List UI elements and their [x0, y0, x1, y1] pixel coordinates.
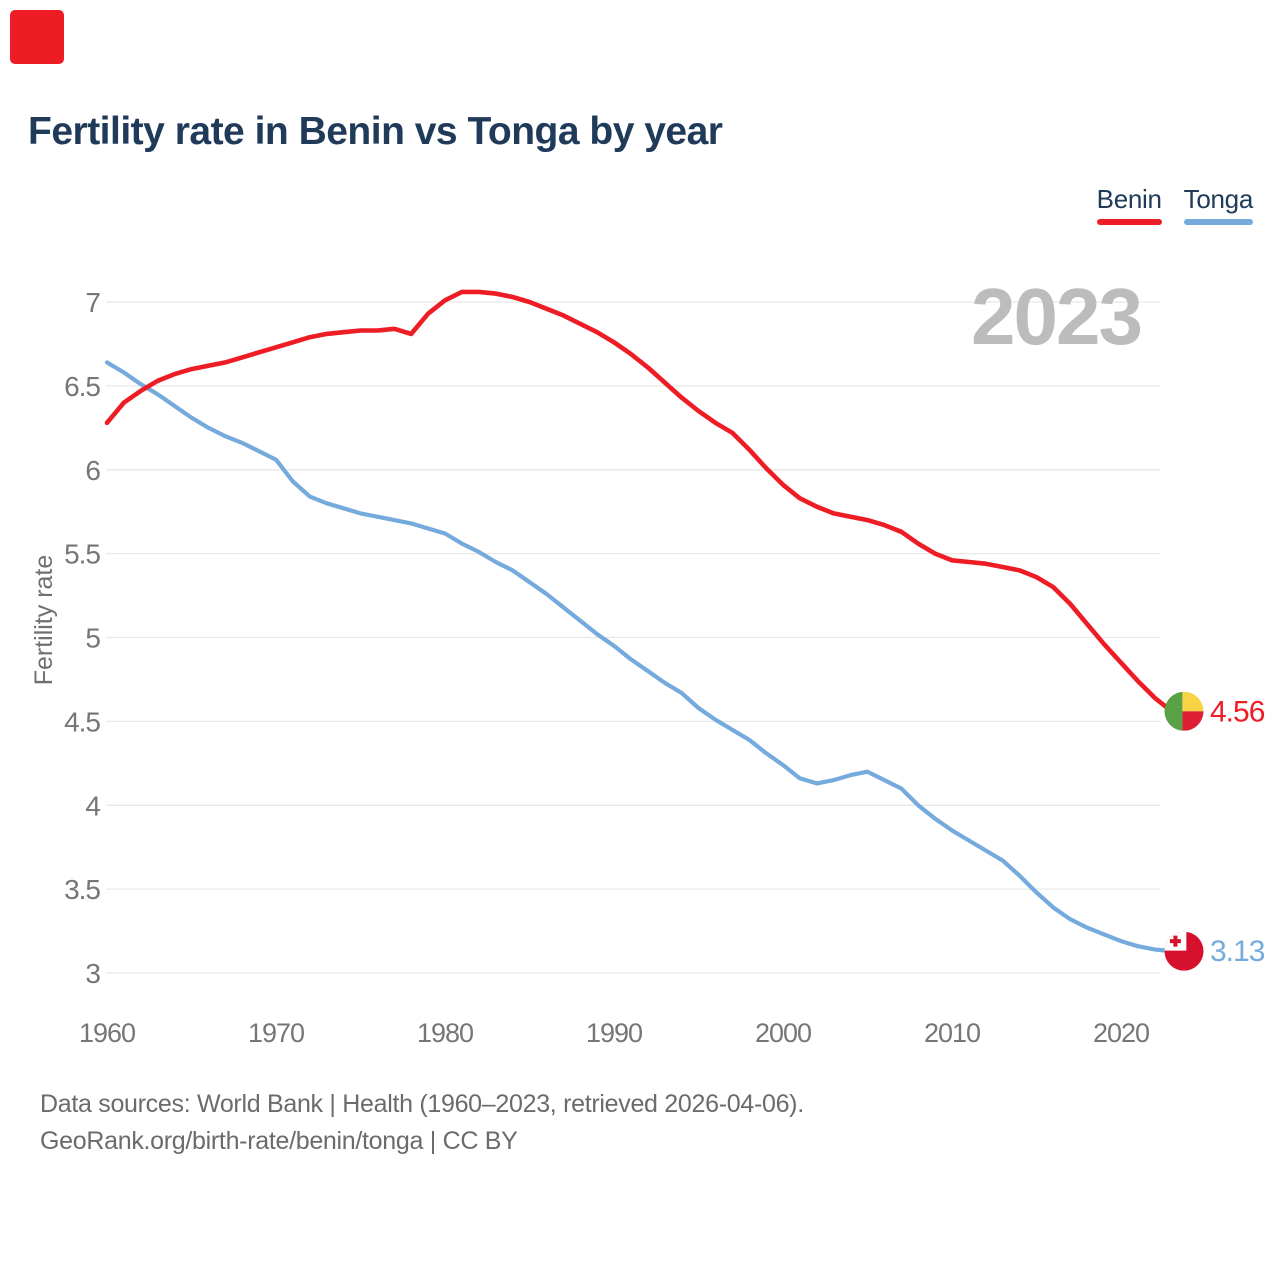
x-tick-label: 2010 [924, 1018, 980, 1048]
legend: Benin Tonga [1096, 184, 1254, 225]
y-tick-label: 5 [85, 623, 100, 654]
legend-underline-benin [1096, 219, 1162, 225]
y-tick-label: 6 [85, 455, 100, 486]
tonga-flag-dot [1164, 931, 1204, 971]
series-line-tonga [104, 360, 1174, 954]
y-axis-title: Fertility rate [30, 555, 58, 686]
series-line-benin [104, 289, 1174, 714]
y-tick-label: 6.5 [64, 371, 100, 402]
x-tick-label: 2000 [755, 1018, 811, 1048]
tonga-end-value: 3.13 [1210, 935, 1265, 968]
y-tick-label: 7 [85, 287, 100, 318]
x-tick-label: 1960 [79, 1018, 135, 1048]
benin-end-value: 4.56 [1210, 695, 1265, 728]
legend-item-benin[interactable]: Benin [1096, 184, 1162, 225]
legend-label-tonga: Tonga [1183, 184, 1254, 214]
y-tick-label: 3.5 [64, 874, 100, 905]
footer-source-line: Data sources: World Bank | Health (1960–… [40, 1090, 804, 1118]
y-tick-label: 3 [85, 958, 100, 989]
page-title: Fertility rate in Benin vs Tonga by year [28, 110, 723, 153]
legend-item-tonga[interactable]: Tonga [1183, 184, 1254, 225]
x-tick-label: 1970 [248, 1018, 304, 1048]
benin-flag-dot [1164, 691, 1204, 731]
x-tick-label: 2020 [1093, 1018, 1149, 1048]
footer-attribution-line: GeoRank.org/birth-rate/benin/tonga | CC … [40, 1127, 518, 1155]
legend-underline-tonga [1183, 219, 1253, 225]
x-tick-label: 1990 [586, 1018, 642, 1048]
x-tick-label: 1980 [417, 1018, 473, 1048]
y-tick-label: 4.5 [64, 706, 100, 737]
click-marker [10, 10, 64, 64]
watermark-year: 2023 [971, 272, 1141, 361]
y-tick-label: 5.5 [64, 539, 100, 570]
legend-label-benin: Benin [1096, 184, 1162, 214]
y-tick-label: 4 [85, 790, 100, 821]
